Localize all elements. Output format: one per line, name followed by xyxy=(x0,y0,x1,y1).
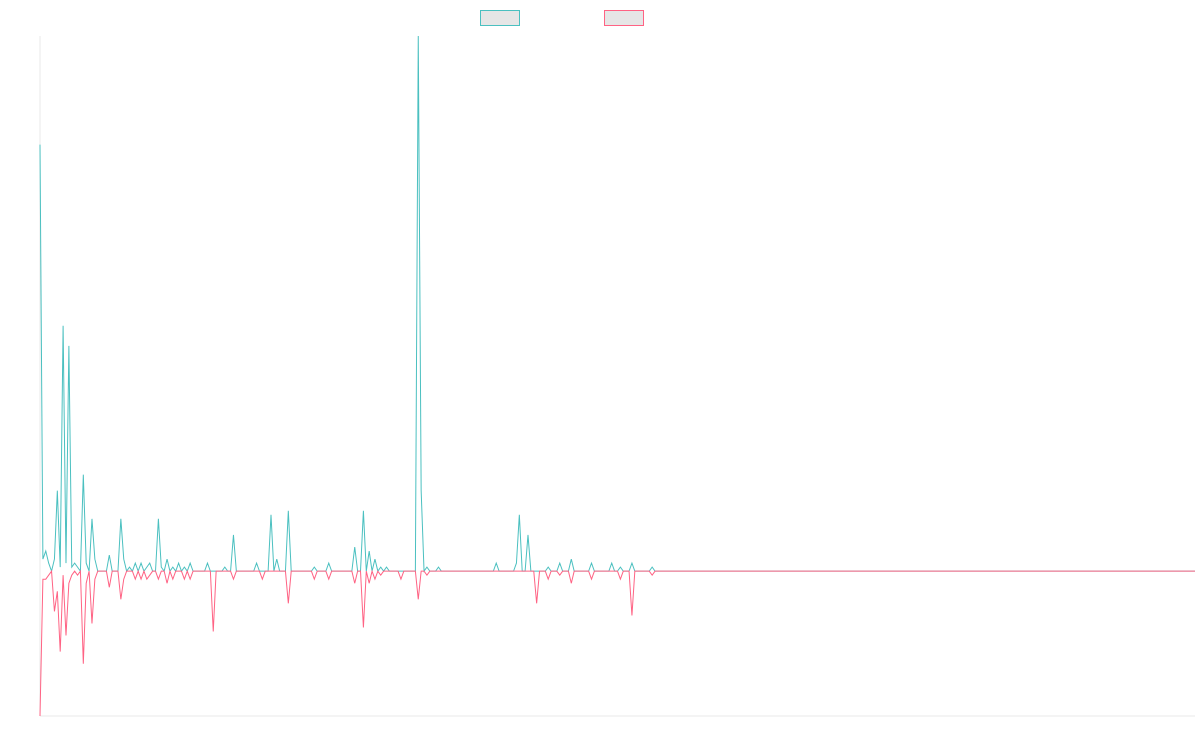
legend-item-series-1[interactable] xyxy=(480,9,526,27)
series-line-1[interactable] xyxy=(39,35,1195,573)
series-line-2[interactable] xyxy=(39,569,1195,717)
series-layer xyxy=(39,35,1195,717)
legend xyxy=(0,9,1200,27)
legend-swatch-series-2 xyxy=(604,10,644,26)
legend-item-series-2[interactable] xyxy=(604,9,650,27)
legend-swatch-series-1 xyxy=(480,10,520,26)
